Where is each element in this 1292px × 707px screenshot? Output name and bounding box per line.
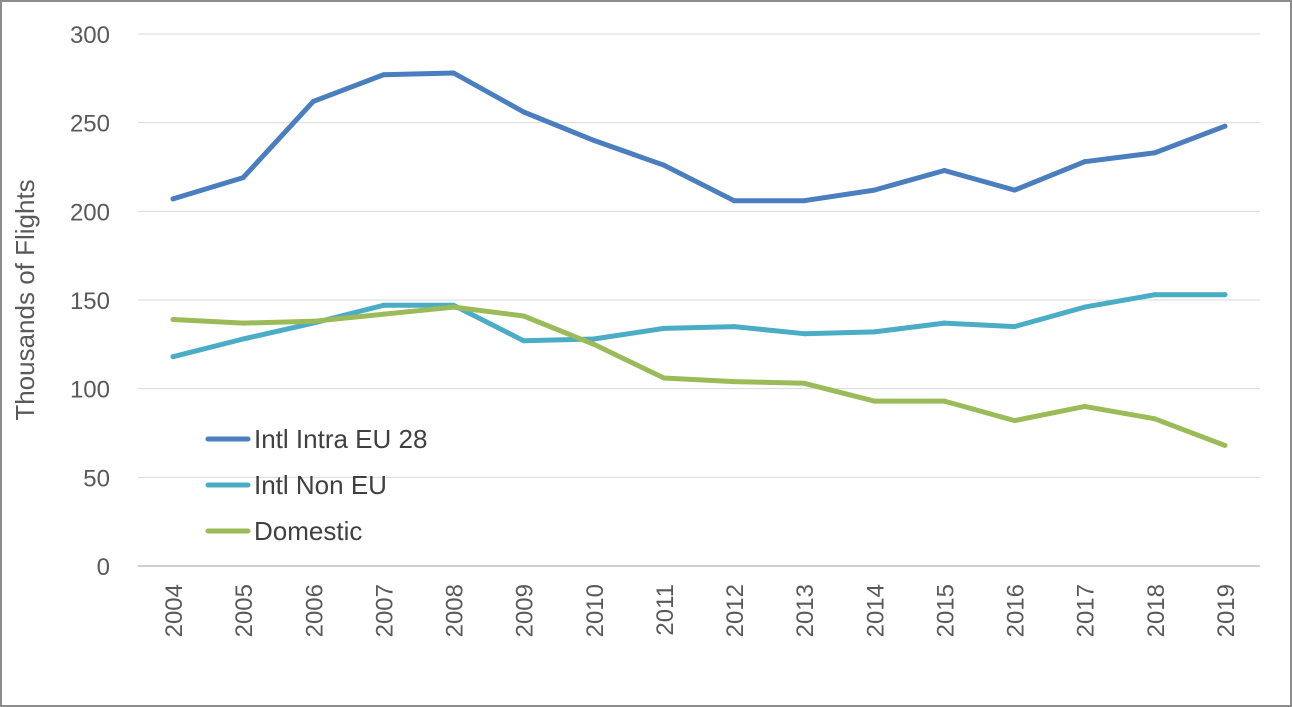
- data-point: [521, 313, 527, 319]
- data-point: [591, 137, 597, 143]
- data-point: [451, 304, 457, 310]
- data-point: [661, 162, 667, 168]
- data-point: [380, 72, 386, 78]
- data-point: [521, 109, 527, 115]
- legend: Intl Intra EU 28 Intl Non EU Domestic: [205, 424, 427, 546]
- legend-item: Domestic: [205, 516, 362, 546]
- y-tick-label: 0: [97, 554, 110, 581]
- data-point: [1082, 159, 1088, 165]
- x-tick-label: 2017: [1073, 584, 1100, 637]
- data-point: [941, 398, 947, 404]
- data-point: [1012, 418, 1018, 424]
- y-tick-label: 100: [70, 377, 110, 404]
- y-tick-label: 300: [70, 22, 110, 49]
- data-point: [1082, 403, 1088, 409]
- data-point: [591, 341, 597, 347]
- data-point: [521, 338, 527, 344]
- data-point: [1152, 292, 1158, 298]
- legend-label: Intl Non EU: [254, 470, 387, 500]
- x-tick-label: 2004: [161, 584, 188, 637]
- y-tick-label: 50: [83, 465, 110, 492]
- x-tick-label: 2015: [932, 584, 959, 637]
- series-line: [170, 304, 1228, 448]
- x-tick-label: 2008: [442, 584, 469, 637]
- data-point: [1152, 150, 1158, 156]
- data-point: [1222, 123, 1228, 129]
- series-2: [170, 304, 1228, 448]
- data-point: [170, 354, 176, 360]
- legend-label: Intl Intra EU 28: [254, 424, 427, 454]
- y-axis-title: Thousands of Flights: [10, 179, 40, 420]
- data-point: [380, 311, 386, 317]
- data-point: [451, 70, 457, 76]
- series-lines: [170, 70, 1228, 448]
- y-tick-label: 200: [70, 199, 110, 226]
- data-point: [1152, 416, 1158, 422]
- data-point: [801, 331, 807, 337]
- x-tick-label: 2012: [722, 584, 749, 637]
- gridlines: [138, 33, 1260, 567]
- data-point: [170, 317, 176, 323]
- data-point: [310, 318, 316, 324]
- x-tick-label: 2011: [652, 584, 679, 636]
- x-tick-label: 2014: [862, 584, 889, 637]
- data-point: [661, 325, 667, 331]
- x-tick-label: 2005: [231, 584, 258, 637]
- series-0: [170, 70, 1228, 204]
- y-axis-ticks: 0 50 100 150 200 250 300: [70, 22, 110, 581]
- x-tick-label: 2007: [371, 584, 398, 637]
- data-point: [240, 175, 246, 181]
- data-point: [170, 196, 176, 202]
- data-point: [1222, 442, 1228, 448]
- y-tick-label: 150: [70, 288, 110, 315]
- series-1: [170, 292, 1228, 360]
- data-point: [1012, 187, 1018, 193]
- data-point: [941, 320, 947, 326]
- data-point: [310, 98, 316, 104]
- data-point: [240, 320, 246, 326]
- x-tick-label: 2006: [301, 584, 328, 637]
- data-point: [1222, 292, 1228, 298]
- data-point: [1012, 324, 1018, 330]
- data-point: [941, 168, 947, 174]
- series-line: [170, 70, 1228, 204]
- x-tick-label: 2009: [512, 584, 539, 637]
- x-tick-label: 2019: [1213, 584, 1240, 637]
- data-point: [661, 375, 667, 381]
- y-tick-label: 250: [70, 111, 110, 138]
- x-axis-ticks: 2004 2005 2006 2007 2008 2009 2010 2011 2012 2013…: [161, 584, 1240, 637]
- legend-item: Intl Intra EU 28: [205, 424, 427, 454]
- data-point: [731, 198, 737, 204]
- data-point: [801, 198, 807, 204]
- x-tick-label: 2010: [582, 584, 609, 637]
- data-point: [731, 324, 737, 330]
- data-point: [801, 380, 807, 386]
- series-line: [170, 292, 1228, 360]
- data-point: [871, 187, 877, 193]
- data-point: [731, 379, 737, 385]
- x-tick-label: 2016: [1003, 584, 1030, 637]
- legend-item: Intl Non EU: [205, 470, 387, 500]
- x-tick-label: 2013: [792, 584, 819, 637]
- data-point: [1082, 304, 1088, 310]
- data-point: [871, 329, 877, 335]
- data-point: [380, 302, 386, 308]
- data-point: [591, 336, 597, 342]
- data-point: [240, 336, 246, 342]
- x-tick-label: 2018: [1143, 584, 1170, 637]
- data-point: [871, 398, 877, 404]
- legend-label: Domestic: [254, 516, 362, 546]
